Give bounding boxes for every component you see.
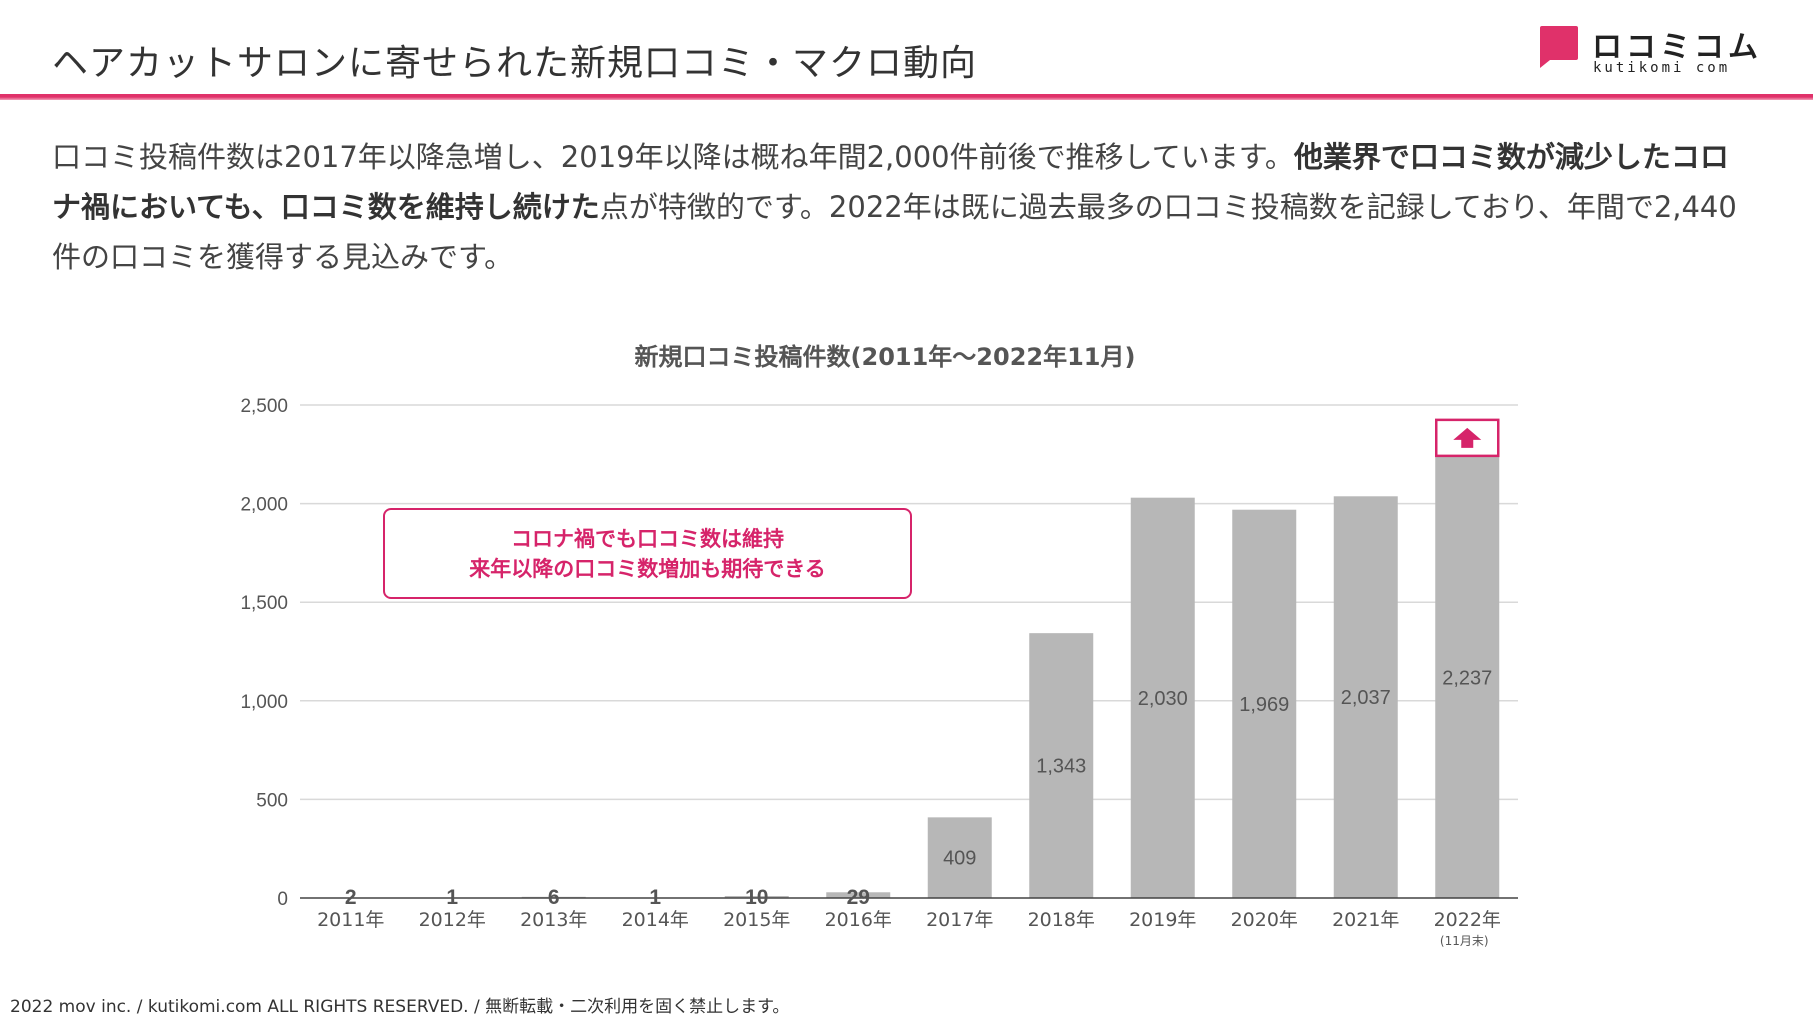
bar: [927, 817, 992, 898]
annotation-box: [1435, 418, 1500, 458]
title-rule: [0, 94, 1813, 100]
bar: [1435, 456, 1500, 898]
up-arrow-icon: [1453, 427, 1482, 448]
summary-text-1: 口コミ投稿件数は2017年以降急増し、2019年以降は概ね年間2,000件前後で…: [52, 140, 1294, 174]
data-label: 6: [548, 886, 560, 909]
x-tick-label: 2020年: [1231, 909, 1298, 931]
x-tick-label: 2013年: [520, 909, 587, 931]
y-tick-label: 1,000: [240, 692, 288, 713]
data-label: 2,030: [1138, 688, 1188, 710]
bar: [724, 896, 789, 898]
data-label: 1: [649, 886, 661, 909]
summary-text-2: 点が特徴的です。2022年は既に過去最多の口コミ投稿数を記録しており、年間で2,…: [52, 190, 1737, 274]
data-label: 1,343: [1036, 756, 1086, 778]
x-tick-label: 2021年: [1332, 909, 1399, 931]
bar-chart: 新規口コミ投稿件数(2011年〜2022年11月) 0 500 1,000 1,500 2…: [240, 343, 1518, 948]
y-tick-label: 2,500: [240, 396, 288, 417]
x-tick-label: 2015年: [723, 909, 790, 931]
bar: [1333, 496, 1398, 898]
data-label: 29: [847, 886, 870, 909]
y-tick-label: 2,000: [240, 495, 288, 516]
data-label: 2: [345, 886, 357, 909]
x-tick-label: 2018年: [1028, 909, 1095, 931]
summary-paragraph: 口コミ投稿件数は2017年以降急増し、2019年以降は概ね年間2,000件前後で…: [52, 132, 1752, 282]
data-label: 1: [446, 886, 458, 909]
speech-bubble-icon: [1540, 26, 1578, 68]
page-title: ヘアカットサロンに寄せられた新規口コミ・マクロ動向: [52, 43, 978, 84]
summary-bold-text: 他業界で口コミ数が減少したコロナ禍においても、口コミ数を維持し続けた: [52, 140, 1729, 224]
logo[interactable]: ロコミコム kutikomi com: [1536, 22, 1758, 76]
callout-box: コロナ禍でも口コミ数は維持 来年以降の口コミ数増加も期待できる: [383, 508, 912, 599]
y-tick-label: 500: [256, 790, 288, 811]
logo-subtext: kutikomi com: [1593, 60, 1731, 76]
footer-copyright: 2022 mov inc. / kutikomi.com ALL RIGHTS …: [10, 997, 790, 1017]
x-tick-label: 2016年: [825, 909, 892, 931]
bar: [1232, 509, 1297, 898]
callout-line-1: コロナ禍でも口コミ数は維持: [511, 526, 784, 551]
chart-title: 新規口コミ投稿件数(2011年〜2022年11月): [635, 343, 1136, 371]
y-tick-label: 1,500: [240, 593, 288, 614]
bar: [826, 892, 891, 898]
x-tick-label: 2017年: [926, 909, 993, 931]
callout-line-2: 来年以降の口コミ数増加も期待できる: [469, 556, 826, 581]
x-tick-note: (11月末): [1440, 934, 1489, 948]
data-label: 2,237: [1442, 667, 1492, 689]
bar: [1029, 633, 1094, 898]
x-tick-label: 2012年: [419, 909, 486, 931]
x-tick-label: 2022年: [1434, 909, 1501, 931]
bar: [1130, 497, 1195, 898]
x-tick-label: 2011年: [317, 909, 384, 931]
logo-text: ロコミコム: [1592, 30, 1762, 65]
y-tick-label: 0: [277, 889, 288, 910]
data-label: 2,037: [1341, 687, 1391, 709]
x-tick-label: 2019年: [1129, 909, 1196, 931]
data-label: 1,969: [1239, 694, 1289, 716]
x-tick-label: 2014年: [622, 909, 689, 931]
data-label: 10: [745, 886, 768, 909]
data-label: 409: [943, 848, 976, 870]
